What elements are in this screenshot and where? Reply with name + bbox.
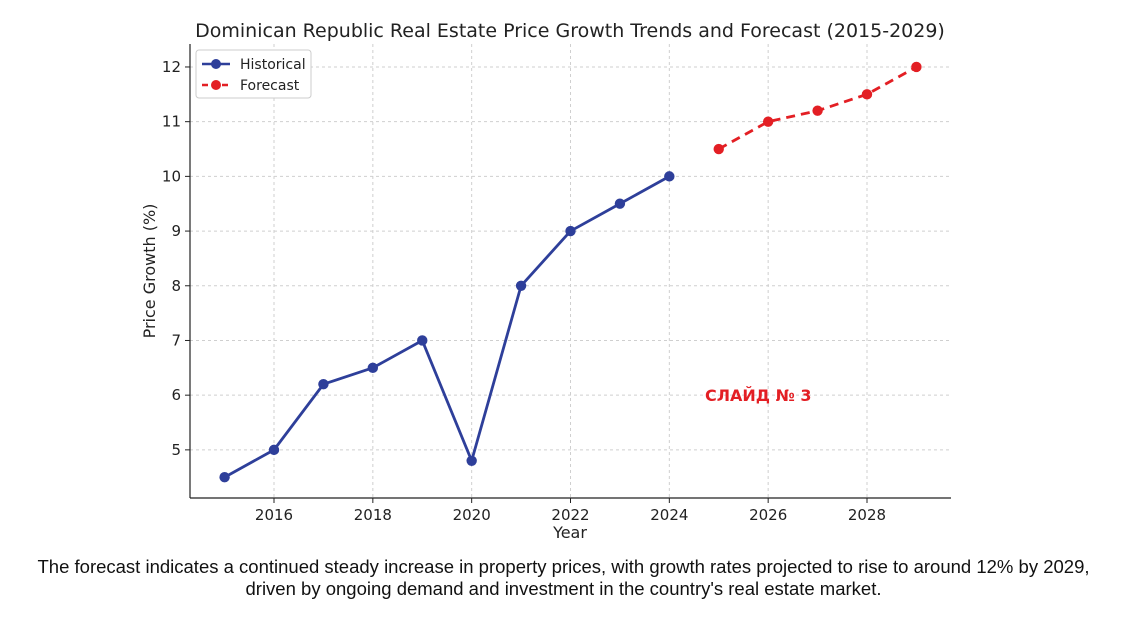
x-tick-label: 2016 [255,506,293,524]
tick-layer: 2016 2018 2020 2022 2024 2026 2028 5 6 7 8 9 10 11 12 [162,58,886,524]
x-tick-label: 2028 [848,506,886,524]
y-tick-label: 6 [171,386,181,404]
legend: Historical Forecast [195,49,312,99]
x-tick-label: 2020 [453,506,491,524]
forecast-data-point [812,105,823,116]
x-axis-title: Year [552,523,587,542]
chart-title: Dominican Republic Real Estate Price Gro… [195,20,945,42]
historical-data-point [614,198,626,209]
historical-series-line [223,175,671,479]
caption-text: The forecast indicates a continued stead… [37,556,1090,599]
y-tick-label: 11 [162,113,181,131]
historical-data-point [268,444,280,456]
historical-data-point [664,171,675,182]
line-chart: 2016 2018 2020 2022 2024 2026 202856789101112 … [140,20,951,542]
legend-forecast-label: Forecast [240,78,300,94]
historical-data-point [367,362,379,374]
forecast-data-point [762,116,774,127]
historical-data-point [219,472,230,483]
historical-data-point [565,225,576,237]
legend-forecast-marker [211,80,221,90]
y-tick-label: 5 [171,441,181,459]
x-tick-label: 2018 [354,506,392,524]
y-axis-title: Price Growth (%) [140,204,159,339]
forecast-data-point [861,89,873,100]
y-tick-label: 9 [171,222,181,240]
x-tick-label: 2026 [749,506,787,524]
historical-data-point [417,335,428,346]
legend-historical-label: Historical [240,57,306,73]
y-tick-label: 12 [162,58,181,76]
x-tick-label: 2022 [551,506,589,524]
historical-data-point [515,280,527,291]
historical-data-point [466,455,477,467]
x-tick-label: 2024 [650,506,688,524]
slide-number-annotation: СЛАЙД № 3 [705,386,812,405]
forecast-data-point [713,143,724,155]
y-tick-label: 8 [171,277,181,295]
historical-data-point [318,379,329,390]
y-tick-label: 7 [171,331,181,349]
y-tick-label: 10 [162,167,181,185]
forecast-data-point [911,61,922,73]
series-layer [219,61,922,483]
legend-historical-marker [211,59,221,69]
